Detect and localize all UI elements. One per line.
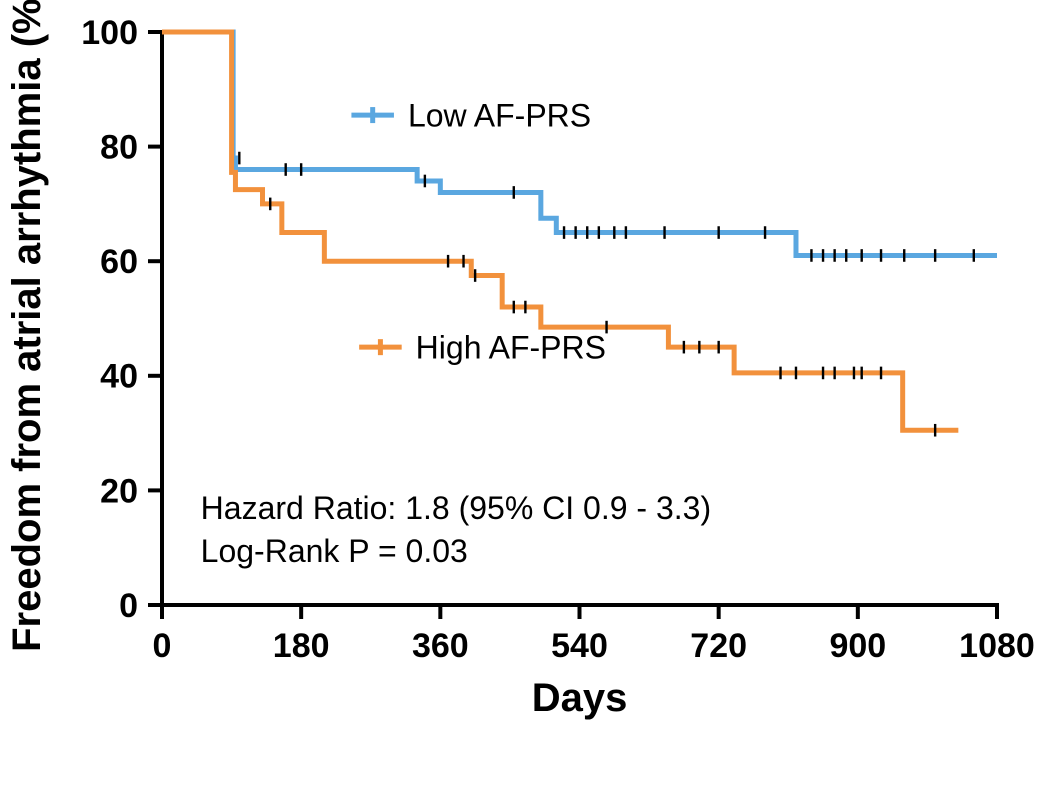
y-tick-label: 40 — [100, 358, 138, 396]
y-tick-label: 60 — [100, 243, 138, 281]
x-tick-label: 900 — [829, 627, 886, 665]
x-tick-label: 720 — [690, 627, 747, 665]
x-tick-label: 180 — [273, 627, 330, 665]
km-chart: 0 180 360 540 720 900 1080 0 20 40 60 80 100 Days Free… — [0, 0, 1050, 797]
x-tick-label: 1080 — [959, 627, 1035, 665]
series-line — [162, 32, 997, 255]
x-tick-label: 0 — [153, 627, 172, 665]
x-axis-title: Days — [532, 676, 628, 720]
y-tick-label: 80 — [100, 129, 138, 167]
y-tick-label: 0 — [119, 587, 138, 625]
y-axis-title: Freedom from atrial arrhythmia (%) — [5, 0, 49, 652]
legend-label: Low AF-PRS — [408, 97, 591, 133]
legend-label: High AF-PRS — [416, 329, 606, 365]
x-tick-label: 360 — [412, 627, 469, 665]
y-tick-label: 100 — [81, 14, 138, 52]
x-tick-label: 540 — [551, 627, 608, 665]
stat-text: Log-Rank P = 0.03 — [201, 533, 468, 569]
y-tick-label: 20 — [100, 472, 138, 510]
stat-text: Hazard Ratio: 1.8 (95% CI 0.9 - 3.3) — [201, 490, 711, 526]
